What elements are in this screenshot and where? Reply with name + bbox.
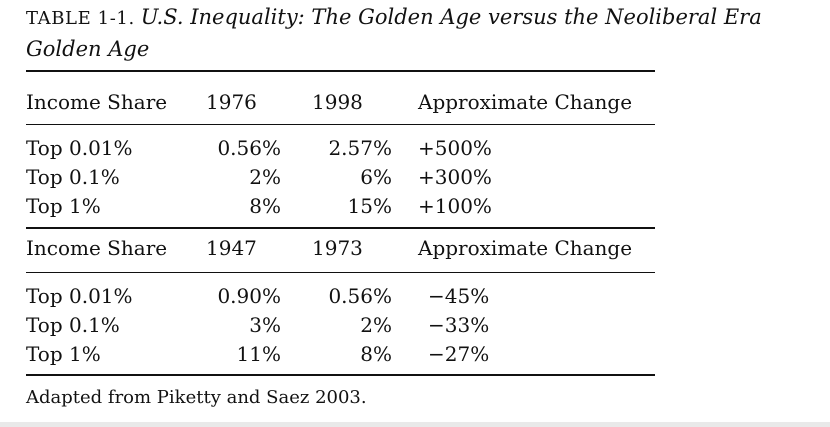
row-value-1998: 2.57% [328,136,392,160]
table-number-label: TABLE 1-1. [26,8,135,29]
row-change: +100% [418,194,492,218]
header-year-1976: 1976 [206,90,257,114]
row-label: Top 1% [26,194,101,218]
row-change: +300% [418,165,492,189]
table-row: Top 0.1% 3% 2% −33% [26,311,666,339]
header-year-1947: 1947 [206,236,257,260]
header-year-1973: 1973 [312,236,363,260]
section-2-header-rule [26,272,655,273]
row-value-1976: 0.56% [217,136,281,160]
table-caption: TABLE 1-1. U.S. Inequality: The Golden Ag… [26,2,826,64]
header-income-share: Income Share [26,90,168,114]
source-note: Adapted from Piketty and Saez 2003. [26,387,367,408]
row-label: Top 0.1% [26,165,120,189]
page-bottom-band [0,422,830,427]
header-year-1998: 1998 [312,90,363,114]
row-value-1998: 6% [360,165,392,189]
row-value-1973: 2% [360,313,392,337]
table-row: Top 1% 11% 8% −27% [26,340,666,368]
row-change: +500% [418,136,492,160]
table-title: U.S. Inequality: The Golden Age versus t… [26,5,762,61]
row-value-1976: 8% [249,194,281,218]
row-value-1947: 11% [236,342,281,366]
row-label: Top 0.01% [26,136,133,160]
table-row: Top 1% 8% 15% +100% [26,192,666,220]
section-divider-rule [26,227,655,229]
table-row: Top 0.01% 0.56% 2.57% +500% [26,134,666,162]
row-change: −33% [428,313,490,337]
header-income-share: Income Share [26,236,168,260]
row-label: Top 0.1% [26,313,120,337]
header-approximate-change: Approximate Change [418,236,633,260]
table-row: Top 0.01% 0.90% 0.56% −45% [26,282,666,310]
row-value-1947: 3% [249,313,281,337]
section-1-header-row: Income Share 1976 1998 Approximate Chang… [26,88,666,116]
row-value-1998: 15% [347,194,392,218]
row-label: Top 1% [26,342,101,366]
section-1-header-rule [26,124,655,125]
top-rule [26,70,655,72]
row-change: −45% [428,284,490,308]
row-value-1947: 0.90% [217,284,281,308]
table-row: Top 0.1% 2% 6% +300% [26,163,666,191]
row-label: Top 0.01% [26,284,133,308]
row-change: −27% [428,342,490,366]
row-value-1973: 8% [360,342,392,366]
bottom-rule [26,374,655,376]
row-value-1973: 0.56% [328,284,392,308]
row-value-1976: 2% [249,165,281,189]
header-approximate-change: Approximate Change [418,90,633,114]
section-2-header-row: Income Share 1947 1973 Approximate Chang… [26,234,666,262]
